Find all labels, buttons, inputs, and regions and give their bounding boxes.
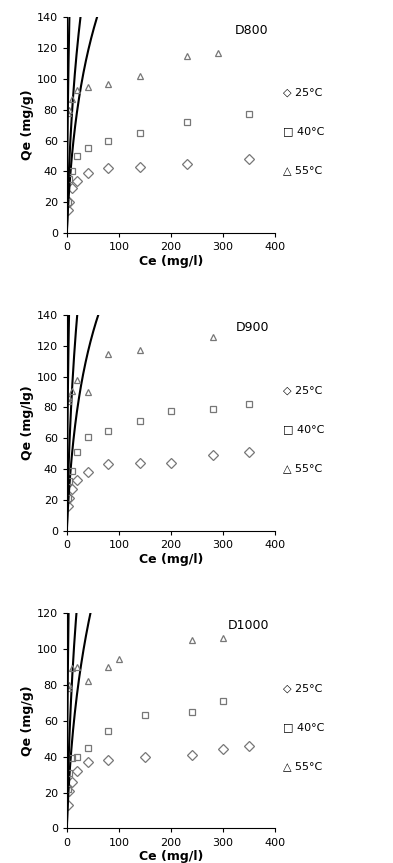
Text: □ 40°C: □ 40°C	[283, 425, 325, 434]
X-axis label: Ce (mg/l): Ce (mg/l)	[139, 255, 203, 268]
X-axis label: Ce (mg/l): Ce (mg/l)	[139, 552, 203, 565]
Y-axis label: Qe (mg/lg): Qe (mg/lg)	[21, 386, 34, 460]
Text: D800: D800	[235, 23, 269, 37]
Text: ◇ 25°C: ◇ 25°C	[283, 88, 323, 98]
Text: ◇ 25°C: ◇ 25°C	[283, 386, 323, 395]
Text: D900: D900	[235, 321, 269, 335]
Y-axis label: Qe (mg/g): Qe (mg/g)	[21, 90, 34, 161]
Text: △ 55°C: △ 55°C	[283, 166, 323, 175]
Text: △ 55°C: △ 55°C	[283, 463, 323, 473]
Text: D1000: D1000	[228, 620, 269, 633]
Text: ◇ 25°C: ◇ 25°C	[283, 683, 323, 693]
Y-axis label: Qe (mg/g): Qe (mg/g)	[21, 685, 34, 756]
Text: □ 40°C: □ 40°C	[283, 722, 325, 732]
Text: □ 40°C: □ 40°C	[283, 127, 325, 136]
X-axis label: Ce (mg/l): Ce (mg/l)	[139, 850, 203, 863]
Text: △ 55°C: △ 55°C	[283, 761, 323, 771]
